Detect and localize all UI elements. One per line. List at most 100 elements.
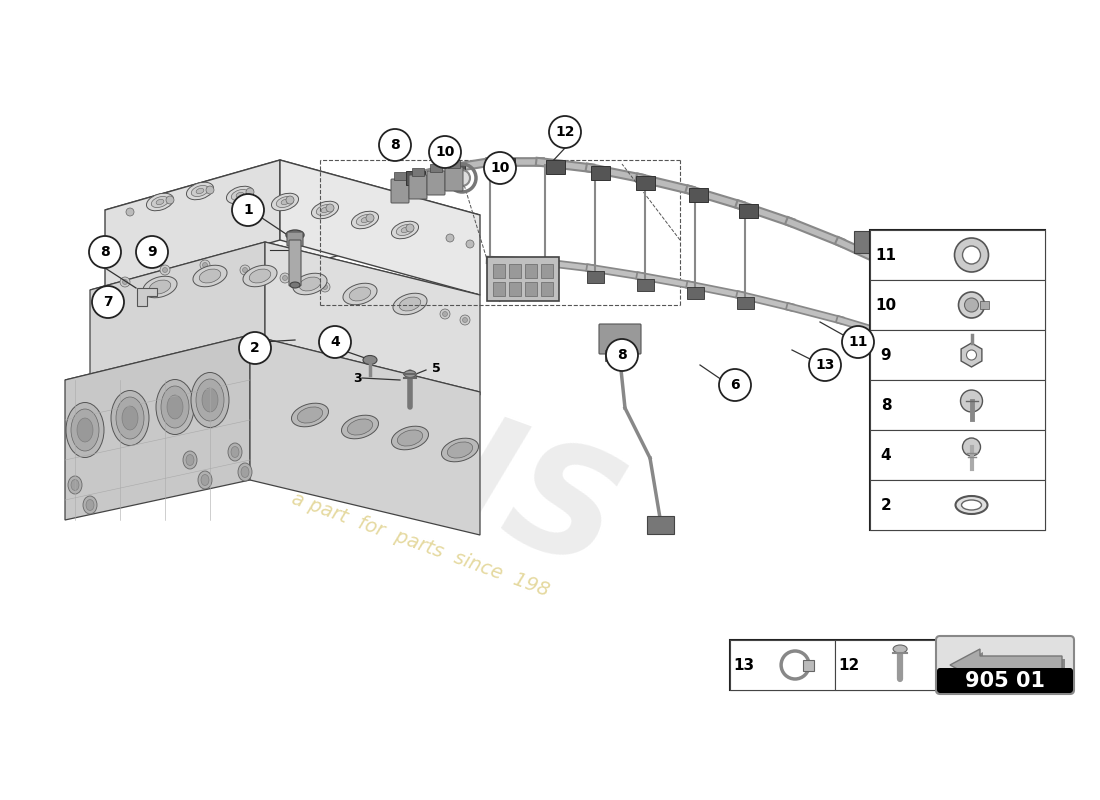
FancyBboxPatch shape [537,265,553,277]
Text: 12: 12 [838,658,859,673]
FancyBboxPatch shape [446,167,463,191]
Text: 9: 9 [147,245,157,259]
Ellipse shape [187,182,213,200]
Text: 13: 13 [815,358,835,372]
Polygon shape [950,649,1062,681]
FancyBboxPatch shape [937,668,1072,693]
FancyBboxPatch shape [493,282,505,296]
Bar [835,640,940,690]
Circle shape [454,170,470,186]
Bar [870,330,1045,380]
Polygon shape [953,652,1065,684]
Text: 6: 6 [730,378,740,392]
Text: 11: 11 [848,335,868,349]
Circle shape [442,311,448,317]
Ellipse shape [72,409,99,451]
FancyBboxPatch shape [394,172,406,180]
Ellipse shape [299,277,321,291]
Ellipse shape [186,454,194,466]
FancyBboxPatch shape [546,159,564,174]
Ellipse shape [196,379,224,421]
FancyBboxPatch shape [525,264,537,278]
Ellipse shape [448,442,473,458]
Ellipse shape [441,438,478,462]
Text: 10: 10 [491,161,509,175]
Polygon shape [870,235,940,260]
Ellipse shape [352,211,378,229]
Text: a part  for  parts  since  198: a part for parts since 198 [288,490,551,601]
Circle shape [719,369,751,401]
Text: ELSIS: ELSIS [140,298,640,602]
FancyBboxPatch shape [287,232,303,246]
Ellipse shape [143,276,177,298]
Ellipse shape [122,406,138,430]
Ellipse shape [311,202,339,218]
Ellipse shape [150,280,170,294]
Ellipse shape [196,188,204,194]
Bar [870,230,1045,280]
Ellipse shape [297,407,322,423]
Ellipse shape [276,197,294,207]
Circle shape [89,236,121,268]
Ellipse shape [397,430,422,446]
Ellipse shape [227,186,253,204]
Text: 905 01: 905 01 [965,671,1045,691]
Text: 2: 2 [881,498,891,513]
Ellipse shape [231,190,249,201]
Ellipse shape [317,205,333,215]
Ellipse shape [961,500,981,510]
Text: 8: 8 [617,348,627,362]
FancyBboxPatch shape [738,203,758,218]
Circle shape [446,234,454,242]
Ellipse shape [77,418,94,442]
Circle shape [280,273,290,283]
Polygon shape [961,343,982,367]
Circle shape [462,318,468,322]
Circle shape [842,326,874,358]
FancyBboxPatch shape [689,187,707,202]
Circle shape [440,309,450,319]
Circle shape [549,116,581,148]
Circle shape [366,214,374,222]
FancyBboxPatch shape [636,175,654,190]
FancyBboxPatch shape [446,163,464,178]
Ellipse shape [292,403,329,426]
Circle shape [379,129,411,161]
Polygon shape [870,312,940,337]
Ellipse shape [156,199,164,205]
Ellipse shape [191,373,229,427]
Polygon shape [104,160,280,290]
Bar [730,640,835,690]
Ellipse shape [272,194,298,210]
Ellipse shape [356,214,374,226]
FancyBboxPatch shape [492,261,508,273]
FancyBboxPatch shape [508,264,521,278]
Ellipse shape [250,269,271,283]
Ellipse shape [86,499,94,510]
Ellipse shape [198,471,212,489]
Circle shape [360,291,370,301]
Polygon shape [65,335,250,520]
Ellipse shape [238,463,252,481]
Ellipse shape [956,496,988,514]
Polygon shape [265,242,480,395]
FancyBboxPatch shape [409,175,427,199]
FancyBboxPatch shape [980,301,989,310]
Circle shape [163,267,167,273]
Circle shape [460,315,470,325]
Polygon shape [65,335,480,438]
Text: 4: 4 [881,447,891,462]
FancyBboxPatch shape [495,158,515,171]
Ellipse shape [343,283,377,305]
Circle shape [122,279,128,285]
Ellipse shape [392,222,418,238]
Ellipse shape [404,370,416,378]
Polygon shape [280,160,480,295]
Polygon shape [90,242,480,345]
Ellipse shape [293,274,327,294]
Ellipse shape [66,402,104,458]
Ellipse shape [82,496,97,514]
Bar [870,230,1045,530]
Text: 13: 13 [734,658,755,673]
Bar [730,640,940,690]
